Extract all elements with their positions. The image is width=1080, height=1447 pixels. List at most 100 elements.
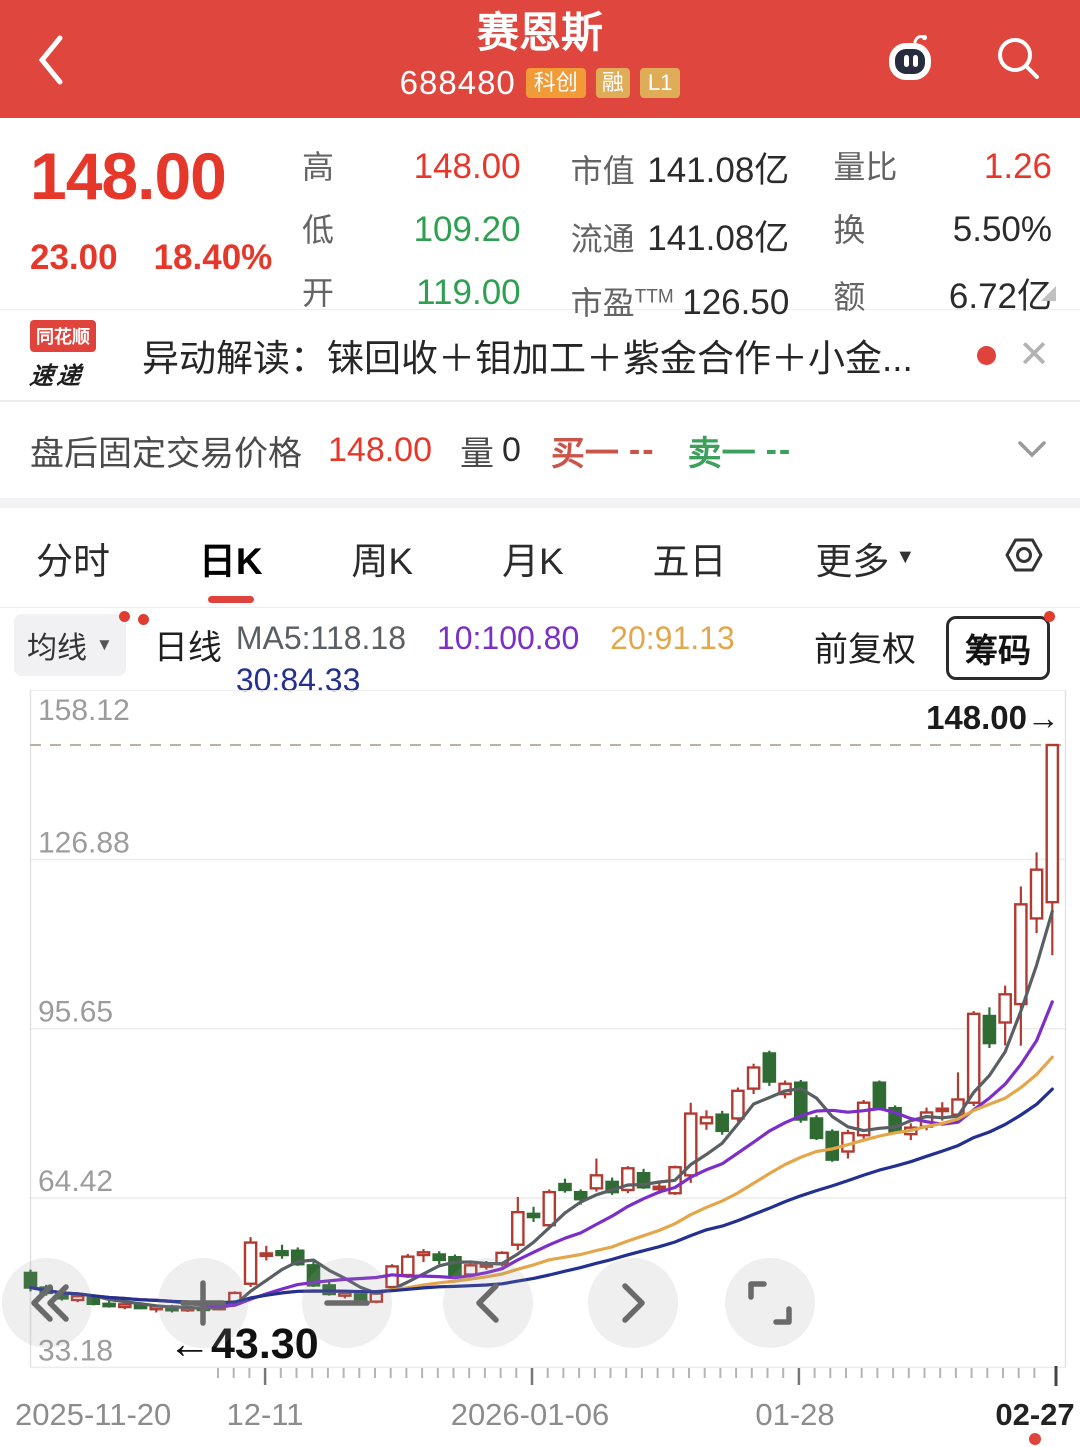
unread-dot (977, 345, 997, 365)
news-headline[interactable]: 异动解读：铼回收＋钼加工＋紫金合作＋小金... (142, 338, 913, 379)
mktcap-value: 141.08亿 (647, 151, 790, 190)
last-price-annotation: 148.00→ (926, 699, 1060, 736)
candle-body (683, 1112, 698, 1177)
chart-fullscreen-button[interactable] (725, 1258, 815, 1348)
app-header: 赛恩斯 688480 科创 融 L1 (0, 0, 1080, 118)
candle-body (982, 1014, 997, 1045)
tab-daily-k[interactable]: 日K (199, 531, 263, 585)
y-axis-tick: 33.18 (38, 1334, 113, 1367)
tab-more[interactable]: 更多 ▼ (815, 540, 916, 582)
zoom-in-icon (180, 1280, 226, 1326)
period-label: 日线 (137, 614, 222, 669)
amount-value: 6.72亿 (948, 277, 1052, 316)
chevron-down-icon[interactable] (1014, 431, 1050, 470)
volratio-label: 量比 (833, 149, 898, 185)
y-axis-tick: 126.88 (38, 826, 130, 859)
tab-minute[interactable]: 分时 (36, 540, 110, 582)
float-value: 141.08亿 (647, 219, 790, 258)
news-bar[interactable]: 同花顺 速递 异动解读：铼回收＋钼加工＋紫金合作＋小金... ✕ (0, 310, 1080, 402)
badge-level1: L1 (639, 68, 681, 98)
kline-chart-area[interactable]: 158.12 126.88 95.65 64.42 33.18 148.00→ ←43.30… (0, 690, 1080, 1447)
chart-next-button[interactable] (588, 1258, 678, 1348)
candle-body (573, 1190, 588, 1201)
y-axis-tick: 95.65 (38, 996, 113, 1029)
after-hours-row[interactable]: 盘后固定交易价格 148.00 量 0 买一 -- 卖一 -- (0, 402, 1080, 498)
candle-body (243, 1241, 258, 1285)
candle-body (636, 1171, 651, 1189)
pe-value: 126.50 (682, 283, 790, 322)
caret-down-icon: ▼ (96, 635, 113, 654)
amount-label: 额 (833, 279, 866, 315)
last-price: 148.00 (30, 139, 227, 213)
candle-body (416, 1251, 431, 1257)
after-hours-vol: 0 (502, 430, 521, 469)
after-hours-vol-label: 量 (460, 434, 494, 473)
candle-body (558, 1182, 572, 1192)
stock-name: 赛恩斯 (476, 9, 603, 56)
candle-body (793, 1081, 808, 1121)
candle-body (699, 1116, 714, 1125)
close-icon[interactable]: ✕ (1018, 334, 1050, 376)
prev-icon (476, 1283, 499, 1323)
price-change-pct: 18.40% (153, 238, 273, 277)
chart-rewind-button[interactable] (2, 1258, 92, 1348)
stock-code: 688480 (399, 64, 516, 101)
badge-margin: 融 (595, 68, 630, 98)
price-change: 23.00 (30, 238, 118, 277)
vol-column: 量比 1.26 换 5.50% 额 6.72亿 (833, 118, 1052, 316)
section-divider (0, 498, 1080, 508)
tab-weekly-k[interactable]: 周K (351, 540, 414, 582)
hlo-column: 高 148.00 低 109.20 开 119.00 (302, 118, 521, 312)
candle-body (102, 1302, 116, 1308)
tab-five-day[interactable]: 五日 (652, 540, 727, 582)
candle-body (259, 1252, 274, 1257)
candle-body (290, 1249, 305, 1266)
quote-panel: 148.00 23.00 18.40% 高 148.00 低 109.20 开 119… (0, 118, 1080, 322)
pe-label: 市盈TTM (570, 285, 674, 321)
candle-body (275, 1250, 289, 1257)
stock-code-row: 688480 科创 融 L1 (0, 64, 1080, 102)
candle-body (872, 1081, 887, 1110)
candle-body (966, 1012, 981, 1104)
chart-prev-button[interactable] (443, 1258, 533, 1348)
candle-body (935, 1107, 950, 1113)
candle-body (856, 1101, 871, 1137)
tab-monthly-k[interactable]: 月K (501, 540, 564, 582)
caret-down-icon: ▼ (895, 546, 916, 568)
back-icon[interactable] (26, 26, 74, 94)
fullscreen-icon (748, 1281, 792, 1325)
adjust-mode-label[interactable]: 前复权 (814, 631, 916, 669)
candle-body (400, 1255, 415, 1277)
low-value: 109.20 (413, 210, 521, 249)
candle-body (511, 1211, 525, 1246)
logo-line1: 同花顺 (30, 319, 96, 352)
chips-button[interactable]: 筹码 (946, 611, 1055, 680)
ma10-line (28, 1000, 1054, 1308)
chart-settings-icon[interactable] (1004, 535, 1044, 580)
x-axis-label: 02-27 (995, 1397, 1074, 1432)
notification-dot (1044, 611, 1055, 622)
current-date-dot (1029, 1433, 1041, 1445)
after-hours-price: 148.00 (328, 430, 432, 469)
after-hours-label: 盘后固定交易价格 (30, 434, 302, 473)
candle-body (526, 1212, 541, 1219)
kline-chart[interactable]: 158.12 126.88 95.65 64.42 33.18 148.00→ ←43.30… (0, 690, 1080, 1447)
panel-resize-handle[interactable] (1041, 286, 1056, 301)
candle-body (1045, 743, 1060, 904)
x-axis-label: 12-11 (227, 1397, 304, 1432)
float-label: 流通 (570, 221, 635, 257)
ai-robot-icon[interactable] (882, 32, 938, 88)
mktcap-label: 市值 (570, 153, 635, 189)
candle-body (762, 1052, 777, 1083)
candle-body (998, 993, 1012, 1024)
badge-star-market: 科创 (525, 68, 586, 98)
candle-body (731, 1089, 745, 1120)
ma-dropdown-button[interactable]: 均线 ▼ (14, 611, 130, 676)
candle-body (448, 1255, 462, 1277)
ma30-value: 30:84.33 (235, 662, 361, 698)
candle-body (652, 1185, 667, 1191)
open-value: 119.00 (416, 273, 521, 312)
search-icon[interactable] (992, 32, 1044, 84)
candle-body (118, 1303, 132, 1309)
volratio-value: 1.26 (983, 147, 1052, 186)
